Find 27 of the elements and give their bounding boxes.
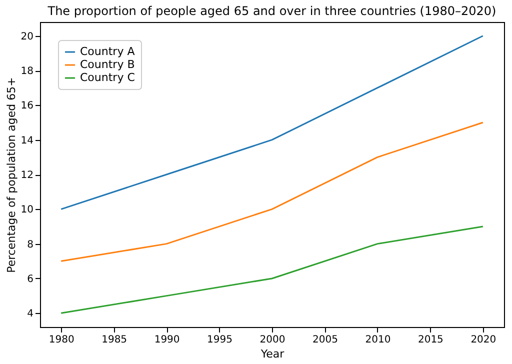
line-series xyxy=(60,226,484,314)
x-tick-label: 2010 xyxy=(365,334,391,346)
x-axis-title: Year xyxy=(260,348,285,360)
legend-label: Country C xyxy=(80,71,136,84)
x-tick-label: 1985 xyxy=(102,334,128,346)
line-series xyxy=(60,122,484,262)
y-tick-label: 12 xyxy=(20,170,34,181)
y-tick-label: 16 xyxy=(20,100,34,112)
legend-label: Country A xyxy=(80,45,136,58)
y-axis-title: Percentage of population aged 65+ xyxy=(4,77,18,273)
y-tick-label: 18 xyxy=(20,66,34,78)
y-tick-label: 14 xyxy=(20,135,34,146)
x-tick-label: 2000 xyxy=(260,334,286,346)
y-tick-label: 10 xyxy=(20,204,34,216)
line-series xyxy=(60,35,484,210)
x-tick-label: 1990 xyxy=(154,334,180,346)
x-tick-label: 2015 xyxy=(418,334,444,346)
legend-label: Country B xyxy=(80,58,135,71)
x-tick-label: 2005 xyxy=(312,334,338,346)
y-tick-label: 4 xyxy=(27,308,34,320)
x-tick-label: 1995 xyxy=(207,334,232,346)
y-tick-label: 6 xyxy=(27,274,34,285)
chart-title: The proportion of people aged 65 and over in three countries (1980–2020) xyxy=(46,4,496,18)
y-tick-label: 8 xyxy=(27,239,34,250)
x-tick-label: 1980 xyxy=(48,334,74,346)
x-tick-label: 2020 xyxy=(470,334,496,346)
y-tick-label: 20 xyxy=(20,31,34,42)
